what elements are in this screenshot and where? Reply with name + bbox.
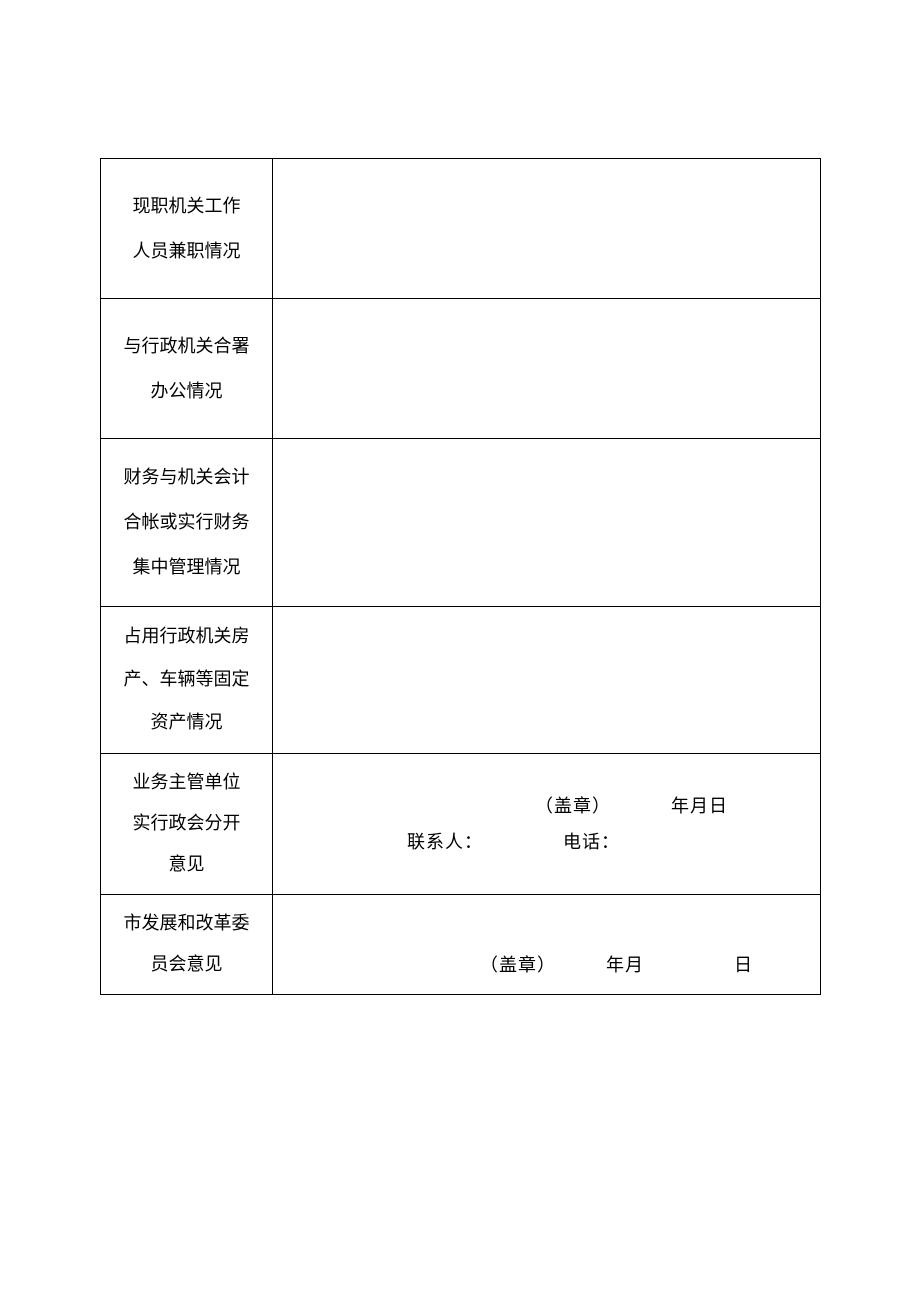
label-line: 员会意见 <box>105 944 268 985</box>
label-committee-opinion: 市发展和改革委 员会意见 <box>101 894 273 994</box>
contact-label: 联系人： <box>407 832 483 852</box>
label-line: 产、车辆等固定 <box>105 658 268 701</box>
label-line: 市发展和改革委 <box>105 903 268 944</box>
date-year-month: 年月 <box>606 955 644 975</box>
label-line: 业务主管单位 <box>105 762 268 803</box>
label-line: 合帐或实行财务 <box>105 500 268 545</box>
signature-block: （盖章） 年月日 联系人： 电话： <box>277 788 816 860</box>
label-personnel-concurrent: 现职机关工作 人员兼职情况 <box>101 159 273 299</box>
label-line: 占用行政机关房 <box>105 615 268 658</box>
label-supervisor-opinion: 业务主管单位 实行政会分开 意见 <box>101 753 273 894</box>
label-line: 资产情况 <box>105 701 268 744</box>
label-joint-office: 与行政机关合署 办公情况 <box>101 299 273 439</box>
value-personnel-concurrent <box>273 159 821 299</box>
phone-label: 电话： <box>563 832 620 852</box>
date-day: 日 <box>734 955 753 975</box>
row-personnel-concurrent: 现职机关工作 人员兼职情况 <box>101 159 821 299</box>
form-table: 现职机关工作 人员兼职情况 与行政机关合署 办公情况 财务与机关会计 合帐或实行… <box>100 158 821 995</box>
label-line: 办公情况 <box>105 369 268 414</box>
label-line: 人员兼职情况 <box>105 229 268 274</box>
value-committee-opinion: （盖章） 年月 日 <box>273 894 821 994</box>
label-line: 实行政会分开 <box>105 803 268 844</box>
label-line: 与行政机关合署 <box>105 324 268 369</box>
value-fixed-assets <box>273 607 821 754</box>
signature-seal-date: （盖章） 年月日 <box>277 788 816 824</box>
label-line: 意见 <box>105 844 268 885</box>
row-joint-office: 与行政机关合署 办公情况 <box>101 299 821 439</box>
seal-text: （盖章） <box>480 955 556 975</box>
value-joint-office <box>273 299 821 439</box>
date-text: 年月日 <box>671 796 728 816</box>
signature-contact: 联系人： 电话： <box>277 824 816 860</box>
row-finance-management: 财务与机关会计 合帐或实行财务 集中管理情况 <box>101 439 821 607</box>
row-committee-opinion: 市发展和改革委 员会意见 （盖章） 年月 日 <box>101 894 821 994</box>
label-finance-management: 财务与机关会计 合帐或实行财务 集中管理情况 <box>101 439 273 607</box>
label-line: 财务与机关会计 <box>105 455 268 500</box>
row-supervisor-opinion: 业务主管单位 实行政会分开 意见 （盖章） 年月日 联系人： 电话： <box>101 753 821 894</box>
value-finance-management <box>273 439 821 607</box>
signature-seal-date: （盖章） 年月 日 <box>273 943 820 988</box>
row-fixed-assets: 占用行政机关房 产、车辆等固定 资产情况 <box>101 607 821 754</box>
label-line: 集中管理情况 <box>105 545 268 590</box>
value-supervisor-opinion: （盖章） 年月日 联系人： 电话： <box>273 753 821 894</box>
label-line: 现职机关工作 <box>105 184 268 229</box>
seal-text: （盖章） <box>535 796 611 816</box>
label-fixed-assets: 占用行政机关房 产、车辆等固定 资产情况 <box>101 607 273 754</box>
